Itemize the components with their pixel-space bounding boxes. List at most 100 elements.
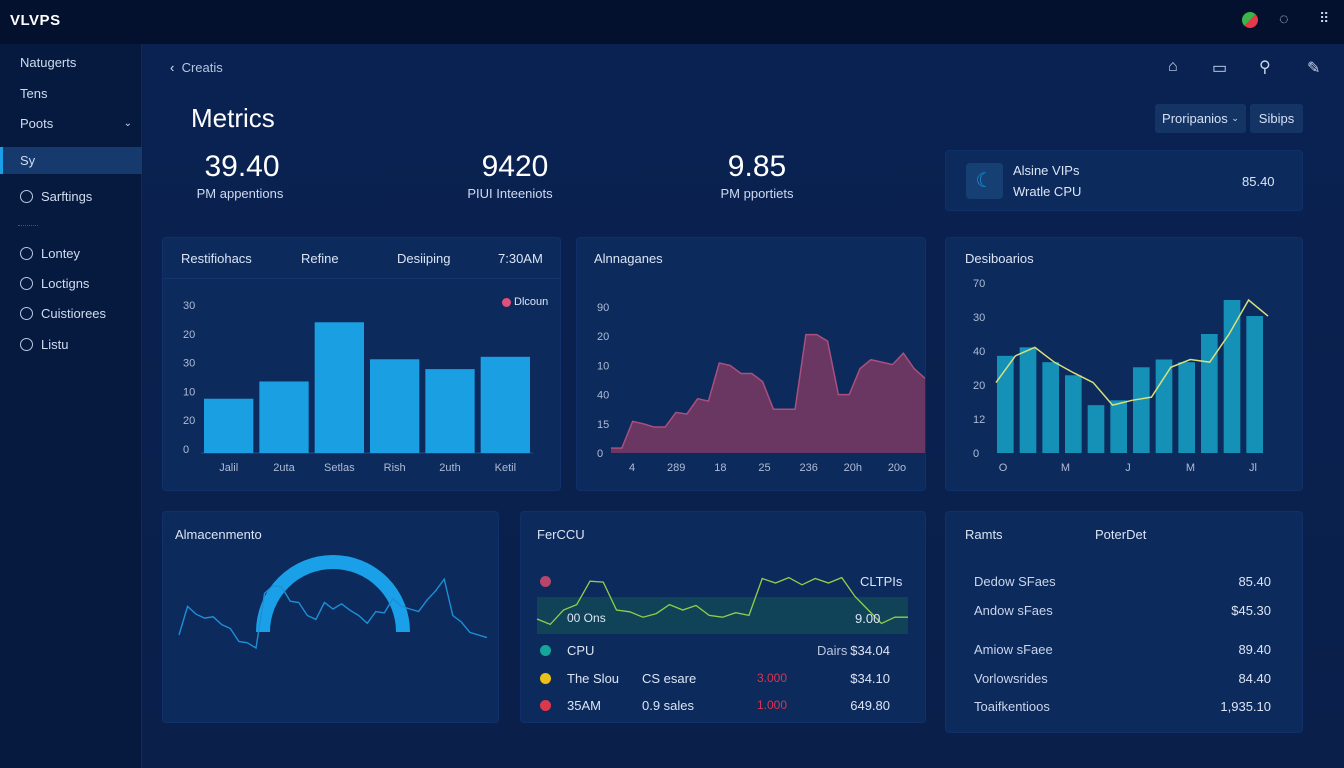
chat-icon[interactable]: ◌ — [1279, 11, 1289, 28]
y-tick-label: 10 — [183, 386, 195, 398]
chevron-down-icon: ⌄ — [1231, 113, 1239, 123]
summary-card[interactable]: ☾ Alsine VIPs Wratle CPU 85.40 — [946, 151, 1302, 210]
row-name: The Slou — [567, 671, 620, 686]
cpu-sparkline — [536, 576, 908, 626]
sidebar-item-sy[interactable]: Sy — [20, 153, 35, 168]
sidebar-item-listu[interactable]: Listu — [20, 337, 68, 352]
sidebar-item-label: Natugerts — [20, 55, 77, 70]
rates-col-title: PoterDet — [1095, 527, 1147, 542]
kpi-label: PM pportiets — [720, 186, 794, 201]
sidebar-item-poots[interactable]: Poots ⌄ — [20, 116, 132, 131]
moon-icon: ☾ — [966, 163, 1003, 199]
chart-tab[interactable]: Refine — [301, 251, 339, 266]
grid-icon[interactable]: ⠿ — [1319, 10, 1330, 26]
area-fill — [611, 334, 925, 453]
chart-tab[interactable]: Desiiping — [397, 251, 451, 266]
row-value: $34.04 — [850, 643, 890, 658]
storage-chart — [178, 555, 488, 650]
back-link[interactable]: ‹ Creatis — [170, 60, 223, 75]
bar-chart: 30 20 30 10 20 0 Jalil 2uta Setlas Rish 2uth Ketil — [183, 300, 533, 474]
chart-card-restifiohacs: Restifiohacs Refine Desiiping 7:30AM Dlc… — [163, 238, 560, 490]
sidebar-item-sarftings[interactable]: Sarftings — [20, 189, 92, 204]
area-chart: 90 20 10 40 15 0 4 289 18 25 236 20h 20o — [597, 302, 925, 474]
chevron-down-icon: ⌄ — [123, 118, 132, 129]
sidebar-item-label: Listu — [41, 337, 69, 352]
back-label: Creatis — [181, 60, 223, 75]
rate-label: Andow sFaes — [974, 603, 1053, 618]
sidebar-item-loctigns[interactable]: Loctigns — [20, 276, 89, 291]
row-col2: CS esare — [642, 671, 697, 686]
sibips-button[interactable]: Sibips — [1250, 104, 1303, 133]
rate-value: 84.40 — [1238, 671, 1271, 686]
sidebar-item-label: Tens — [20, 86, 48, 101]
rate-value: 1,935.10 — [1220, 699, 1271, 714]
sidebar-item-label: Poots — [20, 116, 54, 131]
kpi-label: PIUI Inteeniots — [467, 186, 553, 201]
bar — [204, 398, 254, 453]
y-tick-label: 40 — [973, 346, 985, 358]
y-tick-label: 12 — [973, 414, 985, 426]
sidebar-item-label: Lontey — [41, 246, 81, 261]
legend-dot — [502, 298, 511, 307]
bar — [370, 359, 420, 453]
sidebar-item-lontey[interactable]: Lontey — [20, 246, 80, 261]
avatar-icon[interactable] — [1242, 12, 1258, 28]
search-icon[interactable]: ⚲ — [1259, 59, 1271, 76]
rate-label: Vorlowsrides — [974, 671, 1048, 686]
row-value: 649.80 — [850, 698, 890, 713]
y-tick-label: 15 — [597, 419, 609, 431]
storage-card: Almacenmento — [163, 512, 498, 722]
legend-dot — [540, 673, 551, 684]
bar — [1201, 334, 1218, 453]
cpu-title: FerCCU — [537, 527, 585, 542]
sidebar-item-cuistiorees[interactable]: Cuistiorees — [20, 306, 106, 321]
trend-line — [995, 298, 1269, 406]
bar — [1087, 405, 1105, 453]
chart-title: Alnnaganes — [594, 251, 663, 266]
cpu-top-label: CLTPIs — [860, 574, 903, 589]
gauge-arc — [256, 555, 410, 633]
legend-dot — [540, 576, 551, 587]
bar — [1065, 375, 1082, 453]
tag-icon[interactable]: ⌂ — [1168, 58, 1178, 75]
bar — [1246, 316, 1263, 453]
y-tick-label: 10 — [597, 360, 609, 372]
storage-title: Almacenmento — [175, 527, 262, 542]
pencil-icon[interactable]: ✎ — [1307, 60, 1321, 77]
kpi-value: 9.85 — [727, 150, 787, 183]
chart-title: Desiboarios — [965, 251, 1034, 266]
sidebar-item-label: Cuistiorees — [41, 306, 107, 321]
bar — [1133, 367, 1150, 453]
app-logo: VLVPS — [10, 12, 61, 29]
cpu-band — [537, 597, 908, 634]
kpi-value: 9420 — [481, 150, 549, 183]
legend-label: Dlcoun — [514, 296, 549, 308]
y-tick-label: 0 — [183, 444, 189, 456]
x-tick-label: Jalil — [219, 462, 238, 474]
sidebar-item-tens[interactable]: Tens — [20, 86, 47, 101]
chat-icon — [20, 247, 33, 260]
y-tick-label: 40 — [597, 390, 609, 402]
legend-dot — [540, 645, 551, 656]
rate-value: $45.30 — [1231, 603, 1271, 618]
summary-subtitle: Wratle CPU — [1013, 184, 1082, 199]
monitor-icon[interactable]: ▭ — [1212, 60, 1228, 77]
x-tick-label: Ketil — [495, 462, 516, 474]
rate-label: Dedow SFaes — [974, 574, 1056, 589]
chevron-left-icon: ‹ — [170, 60, 175, 75]
x-tick-label: Jl — [1249, 462, 1257, 474]
sidebar-item-natugerts[interactable]: Natugerts — [20, 55, 76, 70]
row-name: CPU — [567, 643, 595, 658]
x-tick-label: O — [999, 462, 1008, 474]
bar — [1042, 362, 1059, 453]
proripanios-dropdown[interactable]: Proripanios ⌄ — [1155, 104, 1246, 133]
bar — [1019, 347, 1037, 453]
row-col3: 1.000 — [757, 698, 788, 712]
cpu-line — [536, 576, 908, 626]
x-tick-label: 25 — [758, 462, 770, 474]
top-bar: VLVPS ◌ ⠿ — [0, 0, 1344, 44]
bar — [1155, 359, 1173, 453]
x-tick-label: 18 — [714, 462, 726, 474]
y-tick-label: 70 — [973, 278, 985, 290]
x-tick-label: 289 — [667, 462, 685, 474]
